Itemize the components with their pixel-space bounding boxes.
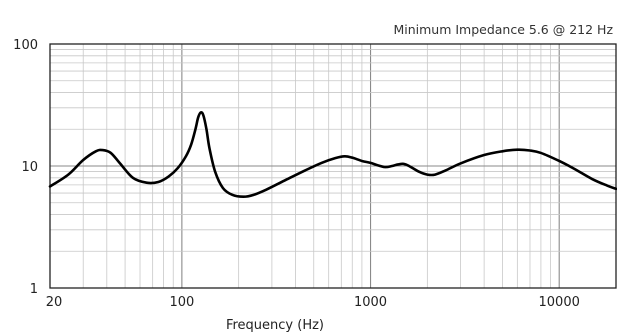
x-tick-label: 10000 [539,295,580,310]
impedance-curve [48,111,617,199]
y-tick-label: 10 [21,160,38,175]
plot-frame [49,43,617,289]
y-tick-label: 100 [13,38,38,53]
min-impedance-annotation: Minimum Impedance 5.6 @ 212 Hz [393,22,613,37]
y-tick-label: 1 [30,282,38,297]
x-tick-label: 100 [169,295,194,310]
x-tick-label: 20 [46,295,63,310]
x-tick-label: 1000 [354,295,387,310]
grid-lines [50,44,616,288]
x-axis-title: Frequency (Hz) [226,318,324,333]
tick-labels: 20 100 1000 10000 100 10 1 [13,38,580,310]
